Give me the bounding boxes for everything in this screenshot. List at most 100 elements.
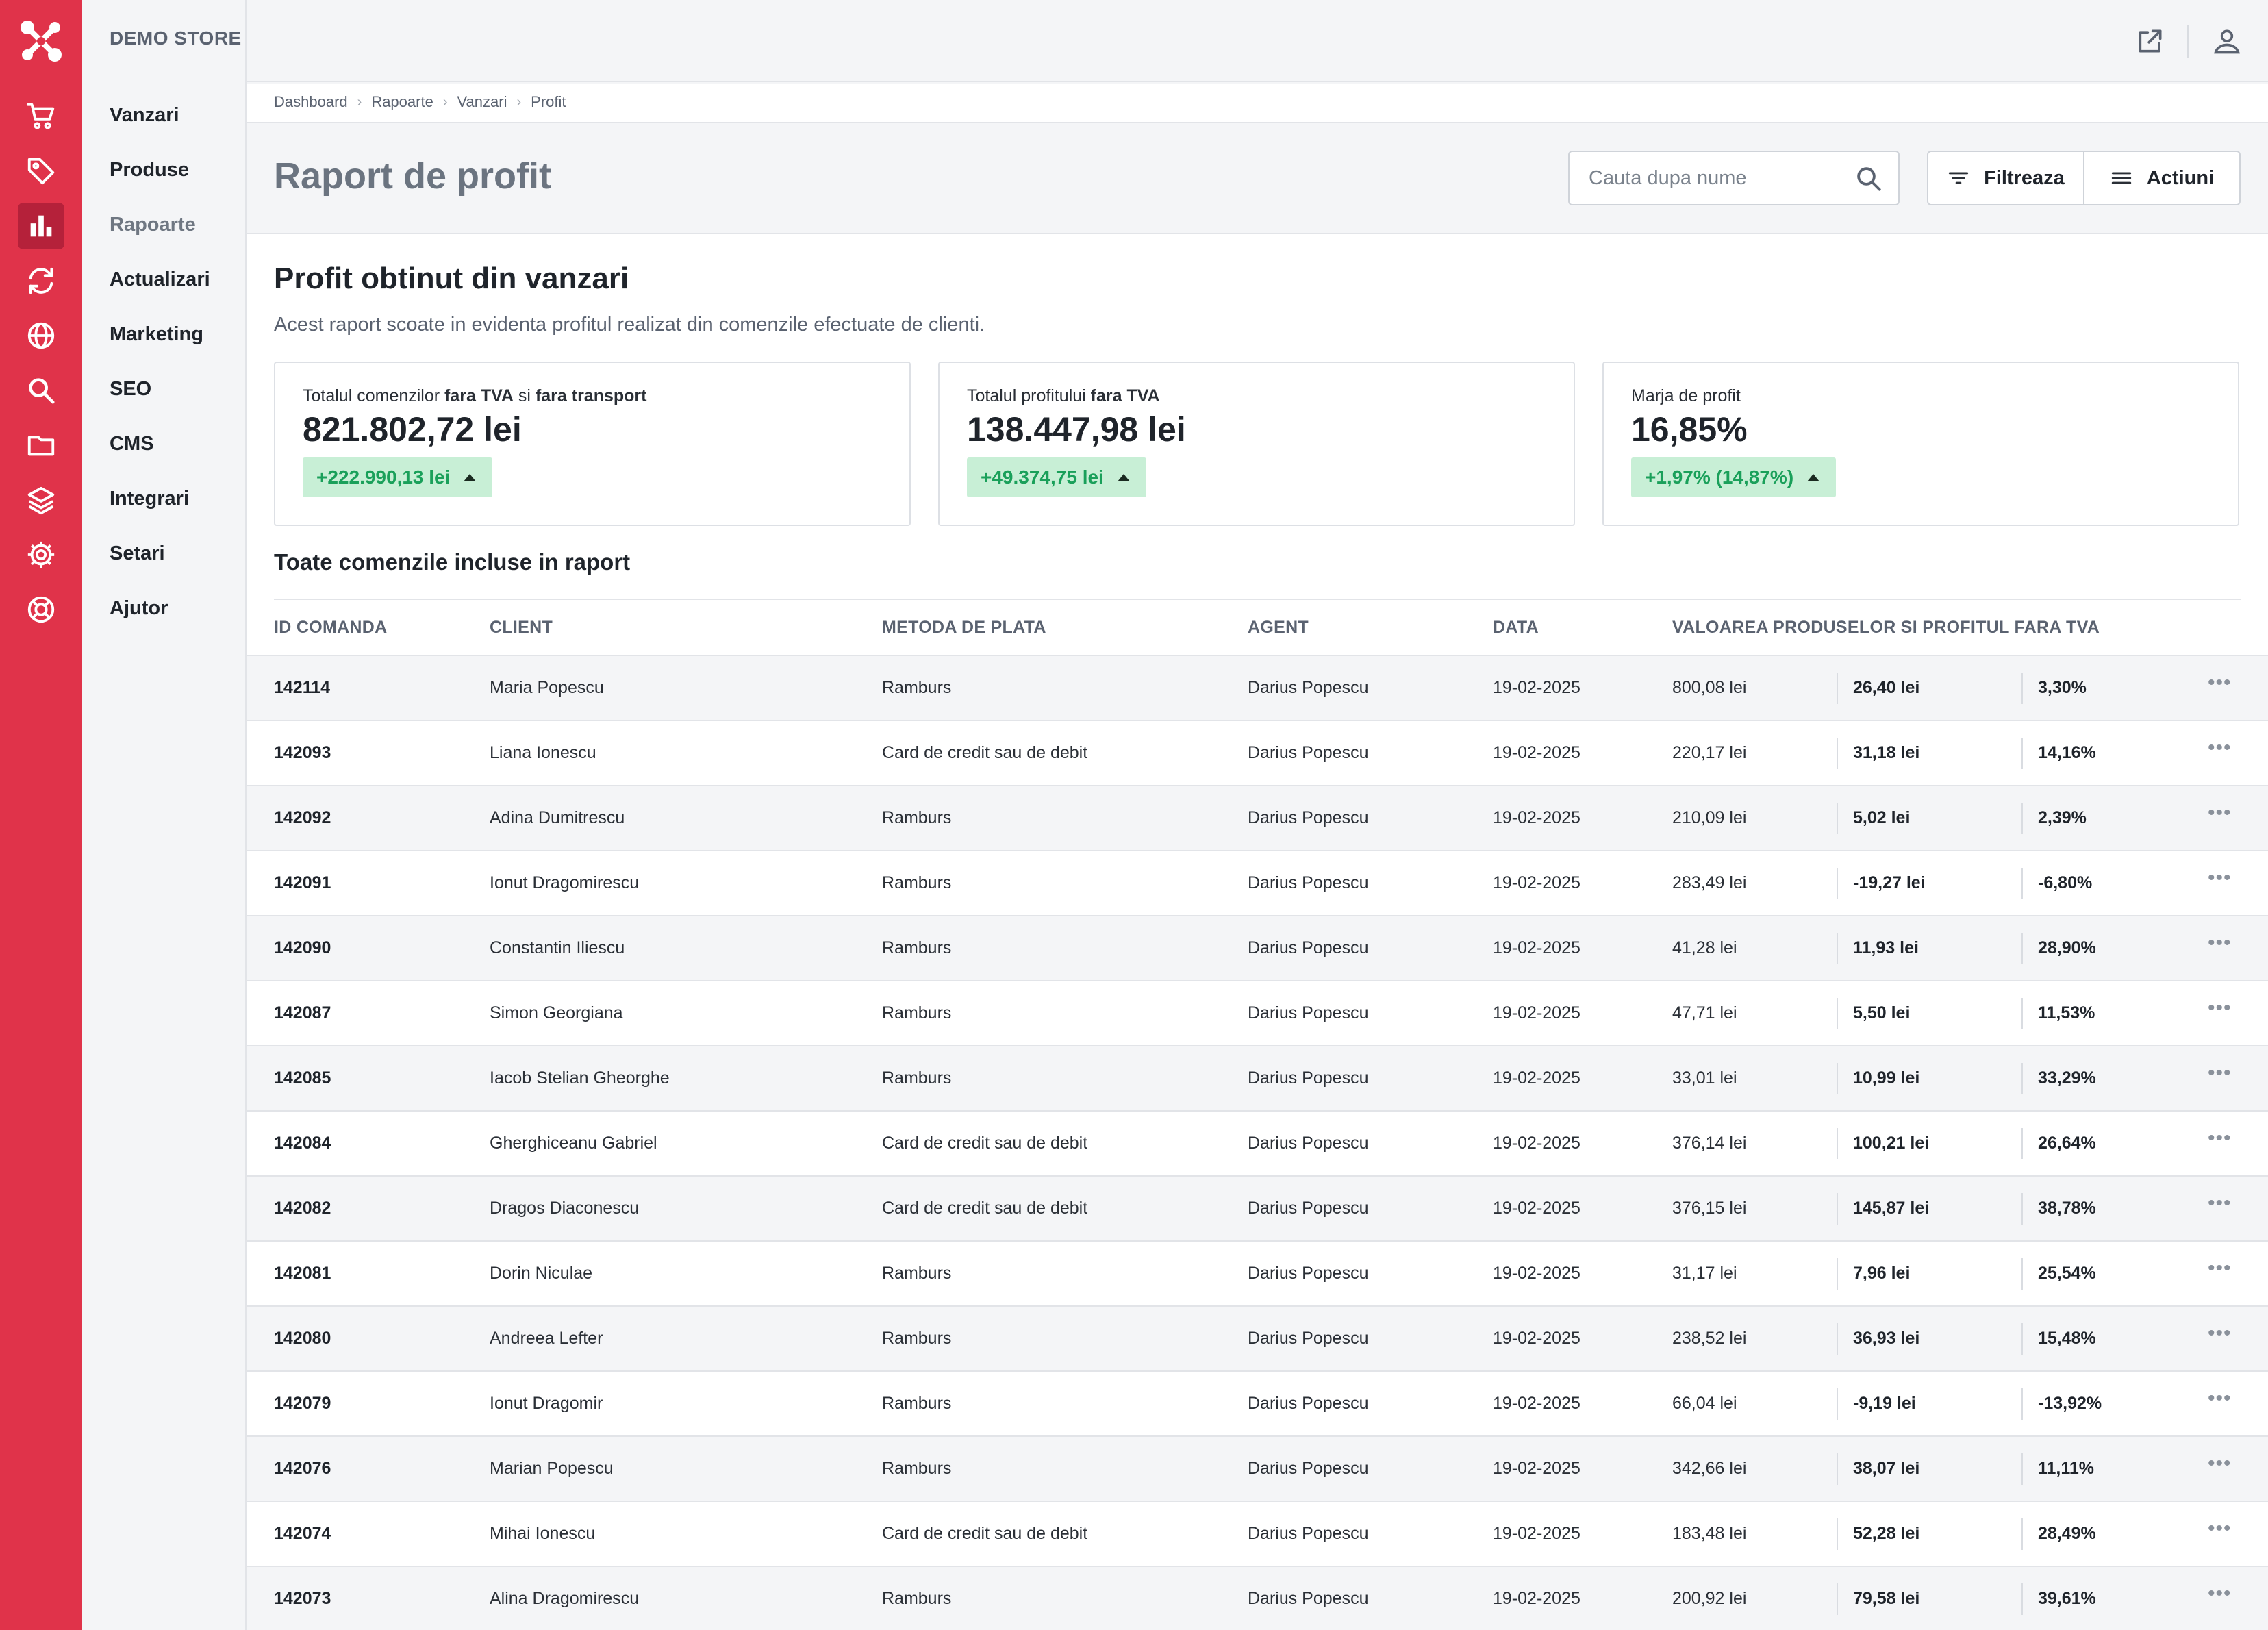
table-row[interactable]: 142080 Andreea Lefter Ramburs Darius Popesc… [247, 1305, 2268, 1370]
order-id[interactable]: 142076 [274, 1459, 331, 1478]
arrow-up-icon [464, 473, 477, 481]
payment-method: Ramburs [882, 938, 952, 957]
table-row[interactable]: 142082 Dragos Diaconescu Card de credit sa… [247, 1175, 2268, 1240]
sync-icon[interactable] [18, 258, 64, 304]
table-row[interactable]: 142087 Simon Georgiana Ramburs Darius Popes… [247, 980, 2268, 1045]
table-row[interactable]: 142079 Ionut Dragomir Ramburs Darius Popesc… [247, 1370, 2268, 1435]
order-date: 19-02-2025 [1493, 873, 1580, 892]
nav-item-vanzari[interactable]: Vanzari [110, 104, 179, 126]
kpi-value: 821.802,72 lei [303, 410, 522, 449]
nav-item-produse[interactable]: Produse [110, 159, 190, 181]
more-options-icon[interactable]: ••• [2208, 996, 2232, 1019]
layers-icon[interactable] [18, 477, 64, 523]
more-options-icon[interactable]: ••• [2208, 1387, 2232, 1409]
order-id[interactable]: 142114 [274, 678, 331, 697]
search-icon[interactable] [1854, 164, 1883, 193]
order-id[interactable]: 142081 [274, 1264, 331, 1283]
nav-item-actualizari[interactable]: Actualizari [110, 268, 210, 290]
breadcrumb-dashboard[interactable]: Dashboard [274, 93, 348, 110]
order-date: 19-02-2025 [1493, 1264, 1580, 1283]
more-options-icon[interactable]: ••• [2208, 1322, 2232, 1344]
more-options-icon[interactable]: ••• [2208, 1517, 2232, 1540]
nav-item-seo[interactable]: SEO [110, 378, 152, 400]
gear-icon[interactable] [18, 531, 64, 578]
search-icon[interactable] [18, 367, 64, 414]
profit-value: 5,50 lei [1853, 1003, 1911, 1023]
report-title: Profit obtinut din vanzari [274, 262, 629, 295]
user-icon[interactable] [2212, 26, 2242, 56]
column-header-id[interactable]: ID COMANDA [274, 618, 388, 637]
more-options-icon[interactable]: ••• [2208, 1257, 2232, 1279]
nav-item-marketing[interactable]: Marketing [110, 323, 203, 345]
search-input[interactable] [1589, 152, 1849, 204]
agent-name: Darius Popescu [1248, 1329, 1369, 1348]
table-row[interactable]: 142085 Iacob Stelian Gheorghe Ramburs Dariu… [247, 1045, 2268, 1110]
order-id[interactable]: 142079 [274, 1394, 331, 1413]
actions-button[interactable]: Actiuni [2083, 152, 2239, 204]
order-id[interactable]: 142090 [274, 938, 331, 957]
nav-item-rapoarte[interactable]: Rapoarte [110, 214, 196, 236]
breadcrumb-rapoarte[interactable]: Rapoarte [371, 93, 433, 110]
column-header-payment[interactable]: METODA DE PLATA [882, 618, 1046, 637]
more-options-icon[interactable]: ••• [2208, 1452, 2232, 1475]
cart-icon[interactable] [18, 93, 64, 140]
order-id[interactable]: 142073 [274, 1589, 331, 1608]
breadcrumb-vanzari[interactable]: Vanzari [457, 93, 507, 110]
order-id[interactable]: 142091 [274, 873, 331, 892]
payment-method: Ramburs [882, 1068, 952, 1088]
network-logo-icon[interactable] [18, 18, 64, 64]
more-options-icon[interactable]: ••• [2208, 931, 2232, 954]
table-row[interactable]: 142074 Mihai Ionescu Card de credit sau de… [247, 1501, 2268, 1566]
nav-item-ajutor[interactable]: Ajutor [110, 597, 168, 619]
globe-icon[interactable] [18, 312, 64, 359]
client-name: Dragos Diaconescu [490, 1199, 640, 1218]
chevron-right-icon: › [516, 94, 522, 110]
table-row[interactable]: 142091 Ionut Dragomirescu Ramburs Darius Po… [247, 850, 2268, 915]
order-id[interactable]: 142080 [274, 1329, 331, 1348]
table-row[interactable]: 142073 Alina Dragomirescu Ramburs Darius Po… [247, 1566, 2268, 1630]
table-row[interactable]: 142114 Maria Popescu Ramburs Darius Popescu… [247, 655, 2268, 720]
cell-divider [1837, 1583, 1838, 1615]
order-id[interactable]: 142087 [274, 1003, 331, 1023]
folder-icon[interactable] [18, 422, 64, 468]
table-row[interactable]: 142084 Gherghiceanu Gabriel Card de credit… [247, 1110, 2268, 1175]
more-options-icon[interactable]: ••• [2208, 866, 2232, 889]
table-row[interactable]: 142090 Constantin Iliescu Ramburs Darius Po… [247, 915, 2268, 980]
more-options-icon[interactable]: ••• [2208, 736, 2232, 759]
more-options-icon[interactable]: ••• [2208, 1192, 2232, 1214]
column-header-client[interactable]: CLIENT [490, 618, 553, 637]
more-options-icon[interactable]: ••• [2208, 1127, 2232, 1149]
column-header-agent[interactable]: AGENT [1248, 618, 1309, 637]
table-row[interactable]: 142093 Liana Ionescu Card de credit sau de… [247, 720, 2268, 785]
store-name[interactable]: DEMO STORE [110, 27, 242, 49]
profit-margin: 3,30% [2038, 678, 2087, 697]
nav-item-setari[interactable]: Setari [110, 542, 165, 564]
table-row[interactable]: 142092 Adina Dumitrescu Ramburs Darius Pope… [247, 785, 2268, 850]
column-header-value-profit[interactable]: VALOAREA PRODUSELOR SI PROFITUL FARA TVA [1672, 618, 2100, 637]
more-options-icon[interactable]: ••• [2208, 671, 2232, 694]
nav-item-integrari[interactable]: Integrari [110, 488, 190, 510]
payment-method: Ramburs [882, 808, 952, 827]
more-options-icon[interactable]: ••• [2208, 1062, 2232, 1084]
order-id[interactable]: 142092 [274, 808, 331, 827]
column-header-date[interactable]: DATA [1493, 618, 1539, 637]
cell-divider [1837, 1258, 1838, 1290]
external-link-icon[interactable] [2135, 26, 2165, 56]
profit-margin: 39,61% [2038, 1589, 2096, 1608]
more-options-icon[interactable]: ••• [2208, 801, 2232, 824]
filter-button[interactable]: Filtreaza [1928, 152, 2083, 204]
order-id[interactable]: 142074 [274, 1524, 331, 1543]
cell-divider [1837, 1388, 1838, 1420]
products-value: 376,14 lei [1672, 1133, 1747, 1153]
order-id[interactable]: 142084 [274, 1133, 331, 1153]
bar-chart-icon[interactable] [18, 203, 64, 249]
lifebuoy-icon[interactable] [18, 586, 64, 633]
tag-icon[interactable] [18, 148, 64, 195]
order-id[interactable]: 142082 [274, 1199, 331, 1218]
table-row[interactable]: 142081 Dorin Niculae Ramburs Darius Popescu… [247, 1240, 2268, 1305]
table-row[interactable]: 142076 Marian Popescu Ramburs Darius Popesc… [247, 1435, 2268, 1501]
nav-item-cms[interactable]: CMS [110, 433, 154, 455]
order-id[interactable]: 142085 [274, 1068, 331, 1088]
more-options-icon[interactable]: ••• [2208, 1582, 2232, 1605]
order-id[interactable]: 142093 [274, 743, 331, 762]
